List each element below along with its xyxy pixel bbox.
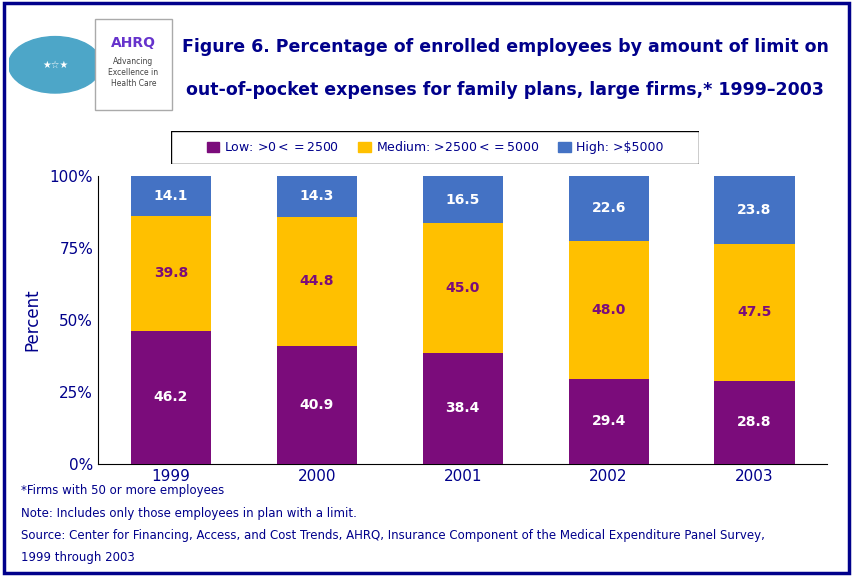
Y-axis label: Percent: Percent xyxy=(23,289,42,351)
Bar xyxy=(567,176,648,241)
Text: 48.0: 48.0 xyxy=(590,303,625,317)
Bar xyxy=(422,353,503,464)
Text: Figure 6. Percentage of enrolled employees by amount of limit on: Figure 6. Percentage of enrolled employe… xyxy=(181,37,828,56)
Text: 14.1: 14.1 xyxy=(153,189,188,203)
FancyBboxPatch shape xyxy=(170,131,699,164)
Text: Note: Includes only those employees in plan with a limit.: Note: Includes only those employees in p… xyxy=(21,507,356,520)
Text: 16.5: 16.5 xyxy=(445,193,480,207)
Bar xyxy=(276,346,357,464)
Text: AHRQ: AHRQ xyxy=(111,36,156,50)
Bar xyxy=(567,241,648,379)
Bar xyxy=(130,216,211,331)
Text: *Firms with 50 or more employees: *Firms with 50 or more employees xyxy=(21,484,224,498)
Text: 1999 through 2003: 1999 through 2003 xyxy=(21,551,135,564)
Text: 40.9: 40.9 xyxy=(299,398,334,412)
Text: 47.5: 47.5 xyxy=(736,305,771,319)
Legend: Low: >$0<=$2500, Medium: >$2500<=$5000, High: >$5000: Low: >$0<=$2500, Medium: >$2500<=$5000, … xyxy=(203,137,666,158)
Text: 38.4: 38.4 xyxy=(445,401,480,415)
Text: 39.8: 39.8 xyxy=(153,266,188,281)
Circle shape xyxy=(9,36,101,93)
Text: 44.8: 44.8 xyxy=(299,274,334,289)
Bar xyxy=(713,175,794,244)
Text: 22.6: 22.6 xyxy=(590,201,625,215)
Text: 14.3: 14.3 xyxy=(299,190,334,203)
FancyBboxPatch shape xyxy=(95,20,171,110)
Text: Advancing
Excellence in
Health Care: Advancing Excellence in Health Care xyxy=(108,57,158,89)
Text: 23.8: 23.8 xyxy=(736,203,771,217)
Bar xyxy=(130,175,211,216)
Bar xyxy=(276,176,357,217)
Bar xyxy=(276,217,357,346)
Text: 46.2: 46.2 xyxy=(153,390,188,404)
Bar xyxy=(713,381,794,464)
Text: out-of-pocket expenses for family plans, large firms,* 1999–2003: out-of-pocket expenses for family plans,… xyxy=(187,81,823,99)
Bar xyxy=(422,223,503,353)
Bar xyxy=(713,244,794,381)
Text: Source: Center for Financing, Access, and Cost Trends, AHRQ, Insurance Component: Source: Center for Financing, Access, an… xyxy=(21,529,764,542)
Text: 29.4: 29.4 xyxy=(590,414,625,429)
Bar xyxy=(567,379,648,464)
Text: ★☆★: ★☆★ xyxy=(42,60,68,70)
Text: 45.0: 45.0 xyxy=(445,281,480,295)
Text: 28.8: 28.8 xyxy=(736,415,771,429)
Bar xyxy=(130,331,211,464)
Bar xyxy=(422,176,503,223)
